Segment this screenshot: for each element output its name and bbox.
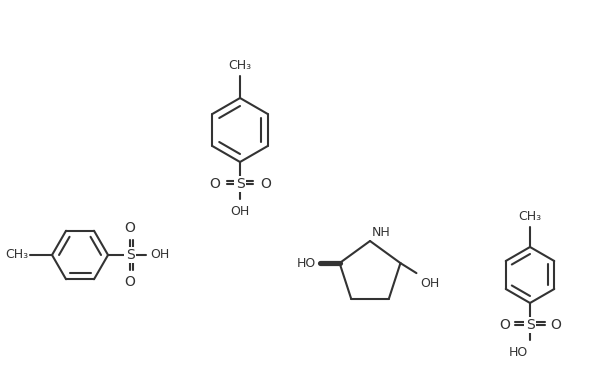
Text: CH₃: CH₃ [5,249,28,261]
Text: S: S [526,318,534,332]
Text: CH₃: CH₃ [518,210,542,223]
Text: OH: OH [150,249,170,261]
Text: O: O [124,275,135,289]
Text: S: S [126,248,134,262]
Text: O: O [550,318,561,332]
Text: OH: OH [231,205,249,218]
Text: CH₃: CH₃ [229,59,251,72]
Text: O: O [499,318,510,332]
Text: HO: HO [509,346,528,359]
Text: O: O [260,177,271,191]
Text: O: O [209,177,220,191]
Text: NH: NH [372,226,391,239]
Text: O: O [124,221,135,235]
Text: S: S [235,177,245,191]
Text: OH: OH [420,277,440,290]
Text: HO: HO [296,256,315,270]
